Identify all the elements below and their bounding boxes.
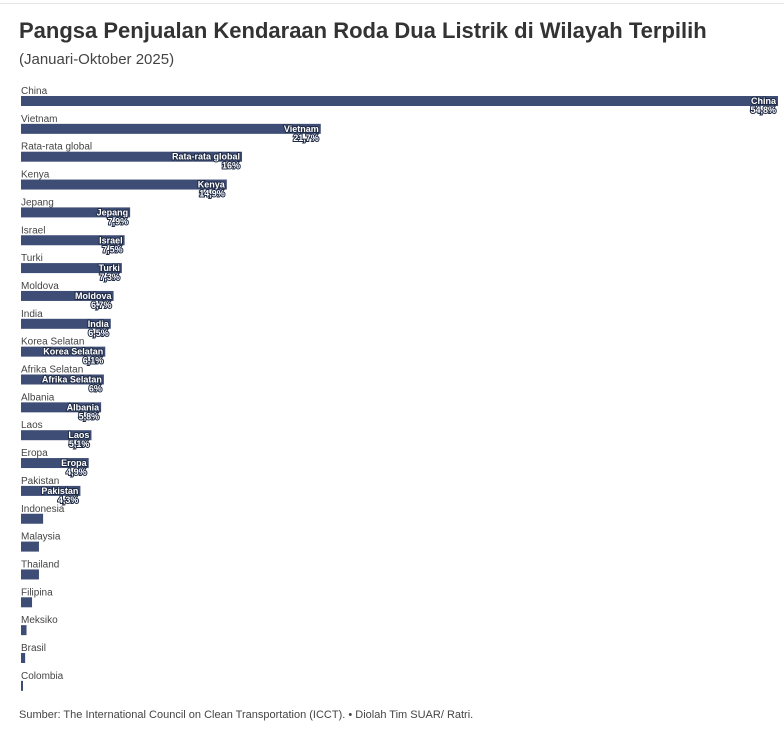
source-note: Sumber: The International Council on Cle… <box>19 709 474 721</box>
bar-name-label-turki: Turki <box>98 263 119 273</box>
bar-name-label-laos: Laos <box>68 430 89 440</box>
bar-name-label-moldova: Moldova <box>75 291 112 301</box>
bar-india <box>21 318 111 329</box>
bar-indonesia <box>21 513 44 524</box>
bar-name-label-china: China <box>751 96 777 106</box>
bar-malaysia <box>21 541 39 552</box>
category-label-filipina: Filipina <box>21 587 53 598</box>
category-label-laos: Laos <box>21 420 43 431</box>
value-label-kenya: 14,9% <box>199 189 225 199</box>
category-label-albania: Albania <box>21 392 55 403</box>
bar-korea-selatan <box>21 346 106 357</box>
category-label-indonesia: Indonesia <box>21 504 65 515</box>
bar-name-label-kenya: Kenya <box>198 180 226 190</box>
category-label-turki: Turki <box>21 253 43 264</box>
bar-brasil <box>21 653 26 663</box>
chart-subtitle: (Januari-Oktober 2025) <box>19 51 175 68</box>
bar-name-label-israel: Israel <box>99 235 123 245</box>
chart-title: Pangsa Penjualan Kendaraan Roda Dua List… <box>19 18 707 43</box>
value-label-vietnam: 21,7% <box>293 133 319 143</box>
category-label-meksiko: Meksiko <box>21 615 58 626</box>
bar-name-label-albania: Albania <box>67 402 101 412</box>
bar-china <box>21 96 778 106</box>
bar-pakistan <box>21 485 81 496</box>
bar-moldova <box>21 290 114 301</box>
category-label-korea-selatan: Korea Selatan <box>21 337 84 348</box>
bar-afrika-selatan <box>21 374 104 385</box>
bar-filipina <box>21 597 33 608</box>
category-label-china: China <box>21 86 48 97</box>
category-label-pakistan: Pakistan <box>21 476 59 487</box>
category-label-israel: Israel <box>21 225 45 236</box>
value-label-laos: 5,1% <box>69 439 90 449</box>
category-label-india: India <box>21 309 43 320</box>
bar-albania <box>21 402 102 413</box>
bar-vietnam <box>21 123 321 134</box>
category-label-rata-rata-global: Rata-rata global <box>21 142 92 153</box>
value-label-pakistan: 4,3% <box>58 495 79 505</box>
bar-rata-rata-global <box>21 151 243 162</box>
category-label-kenya: Kenya <box>21 170 50 181</box>
value-label-jepang: 7,9% <box>108 216 129 226</box>
value-label-moldova: 6,7% <box>91 300 112 310</box>
category-label-afrika-selatan: Afrika Selatan <box>21 365 83 376</box>
value-label-china: 54,8% <box>750 105 776 115</box>
value-label-afrika-selatan: 6% <box>89 384 102 394</box>
bar-name-label-vietnam: Vietnam <box>284 124 319 134</box>
bar-chart: ChinaChina54,8%VietnamVietnam21,7%Rata-r… <box>21 86 778 691</box>
value-label-korea-selatan: 6,1% <box>83 356 104 366</box>
bar-name-label-rata-rata-global: Rata-rata global <box>172 152 240 162</box>
category-label-thailand: Thailand <box>21 559 59 570</box>
bar-israel <box>21 235 125 246</box>
bar-jepang <box>21 207 131 218</box>
value-label-rata-rata-global: 16% <box>222 161 240 171</box>
value-label-india: 6,5% <box>88 328 109 338</box>
bar-meksiko <box>21 625 27 636</box>
bar-name-label-eropa: Eropa <box>61 458 88 468</box>
category-label-brasil: Brasil <box>21 643 46 654</box>
bar-name-label-jepang: Jepang <box>97 207 129 217</box>
value-label-albania: 5,8% <box>79 411 100 421</box>
top-rule <box>0 3 784 4</box>
bar-name-label-pakistan: Pakistan <box>41 486 78 496</box>
value-label-eropa: 4,9% <box>66 467 87 477</box>
bar-kenya <box>21 179 227 190</box>
category-label-moldova: Moldova <box>21 281 59 292</box>
value-label-turki: 7,3% <box>99 272 120 282</box>
category-label-colombia: Colombia <box>21 671 64 682</box>
bar-colombia <box>21 680 23 691</box>
bar-name-label-afrika-selatan: Afrika Selatan <box>42 375 102 385</box>
value-label-israel: 7,5% <box>102 244 123 254</box>
category-label-malaysia: Malaysia <box>21 532 61 543</box>
bar-eropa <box>21 458 89 469</box>
category-label-jepang: Jepang <box>21 197 54 208</box>
category-label-eropa: Eropa <box>21 448 48 459</box>
bar-name-label-korea-selatan: Korea Selatan <box>43 347 103 357</box>
bar-name-label-india: India <box>88 319 110 329</box>
bar-laos <box>21 430 92 441</box>
category-label-vietnam: Vietnam <box>21 114 58 125</box>
bar-turki <box>21 263 122 274</box>
bar-thailand <box>21 569 39 580</box>
